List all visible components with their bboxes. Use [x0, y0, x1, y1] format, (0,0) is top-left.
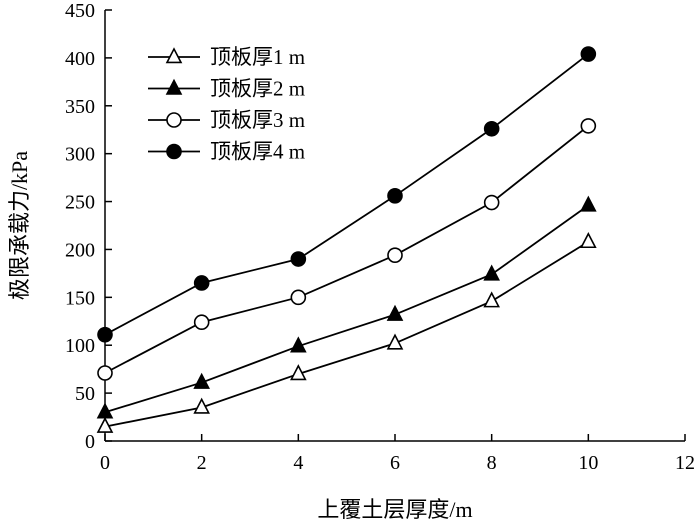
data-point [290, 289, 307, 306]
data-point [580, 195, 597, 212]
y-axis-title: 极限承载力/kPa [7, 151, 32, 300]
data-point [386, 304, 404, 321]
x-tick-label: 2 [197, 452, 207, 474]
y-tick-label: 200 [65, 239, 95, 261]
data-point [96, 416, 114, 433]
legend-entry: 顶板厚2 m [148, 77, 305, 101]
y-tick-label: 300 [65, 144, 95, 166]
data-point [97, 365, 113, 381]
data-point [483, 120, 500, 137]
x-tick-label: 6 [390, 452, 400, 474]
data-point [483, 291, 500, 308]
series-line [104, 241, 589, 428]
y-tick-label: 450 [65, 0, 95, 22]
data-point [387, 188, 403, 204]
series-line [104, 53, 589, 336]
data-point [387, 247, 403, 263]
legend-label: 顶板厚1 m [210, 45, 305, 69]
series-layer [96, 46, 597, 433]
y-tick-label: 100 [65, 335, 95, 357]
legend-entry: 顶板厚1 m [148, 45, 305, 69]
data-point [193, 275, 210, 291]
x-axis-title: 上覆土层厚度/m [317, 497, 472, 522]
legend-marker [166, 112, 182, 128]
data-point [96, 402, 114, 419]
data-point [580, 46, 597, 62]
x-tick-label: 12 [675, 452, 695, 474]
legend-label: 顶板厚3 m [210, 108, 305, 132]
legend-entry: 顶板厚3 m [148, 108, 305, 132]
data-point [193, 397, 210, 414]
series-line [104, 125, 589, 374]
data-point [483, 264, 500, 281]
y-tick-label: 250 [65, 192, 95, 214]
x-tick-label: 4 [293, 452, 303, 474]
legend: 顶板厚1 m 顶板厚2 m 顶板厚3 m 顶板厚4 m [148, 45, 305, 164]
data-point [290, 251, 307, 267]
data-point [580, 231, 597, 249]
series-3 [97, 118, 597, 381]
y-tick-label: 50 [75, 383, 95, 405]
data-point [290, 336, 307, 353]
y-tick-label: 150 [65, 287, 95, 309]
x-tick-label: 0 [100, 452, 110, 474]
series-2 [96, 195, 597, 419]
legend-label: 顶板厚4 m [210, 140, 305, 164]
data-point [193, 372, 210, 389]
data-point [97, 326, 113, 343]
data-point [386, 333, 404, 350]
series-4 [97, 46, 597, 343]
y-tick-label: 0 [85, 431, 95, 453]
legend-marker [165, 47, 183, 64]
data-point [483, 194, 500, 211]
axes: 0 50 100 150 200 250 300 350 400 450 0 2 4 6 8 10 12 [65, 0, 695, 474]
series-line [104, 204, 589, 414]
legend-label: 顶板厚2 m [210, 77, 305, 101]
data-point [193, 314, 210, 331]
series-1 [96, 231, 597, 433]
x-tick-label: 10 [578, 452, 598, 474]
data-point [290, 364, 307, 381]
y-tick-label: 350 [65, 96, 95, 118]
legend-entry: 顶板厚4 m [148, 140, 305, 164]
x-tick-label: 8 [487, 452, 497, 474]
legend-marker [165, 78, 183, 95]
y-tick-label: 400 [65, 48, 95, 70]
legend-marker [166, 143, 182, 160]
data-point [580, 118, 597, 134]
